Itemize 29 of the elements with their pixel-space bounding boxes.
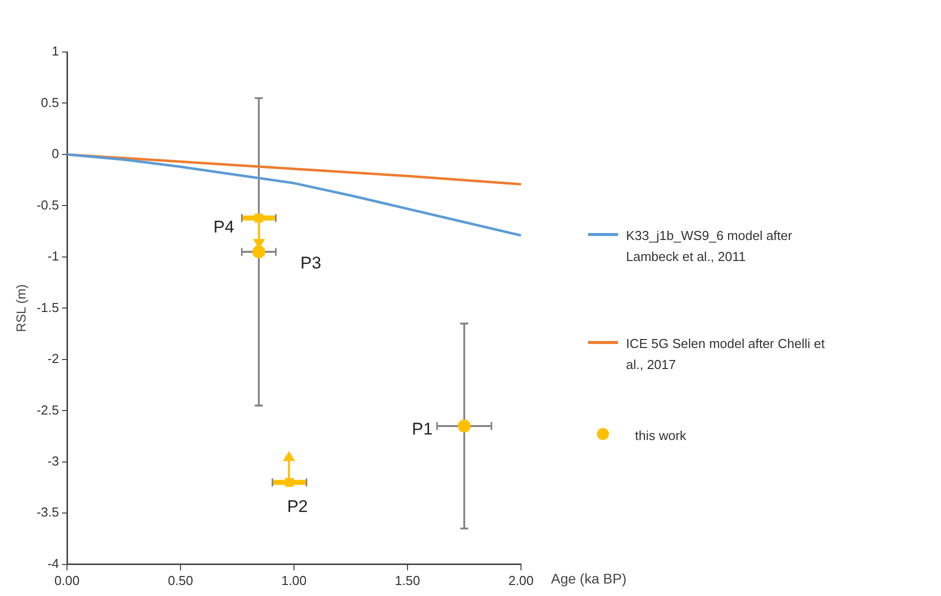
y-tick-label: -3.5 bbox=[36, 504, 59, 520]
y-tick-label: 1 bbox=[52, 44, 59, 59]
annotation: P3 bbox=[300, 254, 322, 273]
annotation: P2 bbox=[287, 497, 308, 516]
y-tick-label: -2.5 bbox=[36, 402, 59, 418]
annotation: P1 bbox=[412, 420, 433, 439]
x-tick-label: 2.00 bbox=[508, 572, 534, 588]
x-tick-label: 1.00 bbox=[281, 572, 307, 588]
annotation: P4 bbox=[213, 218, 234, 237]
x-axis-title: Age (ka BP) bbox=[551, 570, 626, 586]
point bbox=[254, 214, 264, 222]
legend-label: ICE 5G Selen model after Chelli et al., 2017 bbox=[626, 335, 826, 374]
point bbox=[458, 420, 471, 433]
x-tick-label: 0.00 bbox=[54, 572, 80, 588]
x-tick-label: 1.50 bbox=[394, 572, 420, 588]
x-tick-label: 0.50 bbox=[168, 572, 194, 588]
y-tick-label: -3 bbox=[47, 454, 59, 468]
point bbox=[252, 245, 266, 258]
y-tick-label: -1 bbox=[47, 248, 59, 264]
legend-label: this work bbox=[635, 427, 688, 445]
y-tick-label: 0.5 bbox=[40, 94, 59, 110]
y-tick-label: -4 bbox=[47, 556, 59, 571]
legend-label: K33_j1b_WS9_6 model after Lambeck et al., 2011 bbox=[626, 227, 794, 266]
y-tick-label: -0.5 bbox=[36, 197, 59, 212]
y-tick-label: -1.5 bbox=[36, 300, 59, 315]
y-tick-label: 0 bbox=[52, 146, 59, 162]
y-axis-title: RSL (m) bbox=[13, 284, 28, 332]
point bbox=[285, 478, 294, 487]
y-tick-label: -2 bbox=[47, 351, 59, 366]
